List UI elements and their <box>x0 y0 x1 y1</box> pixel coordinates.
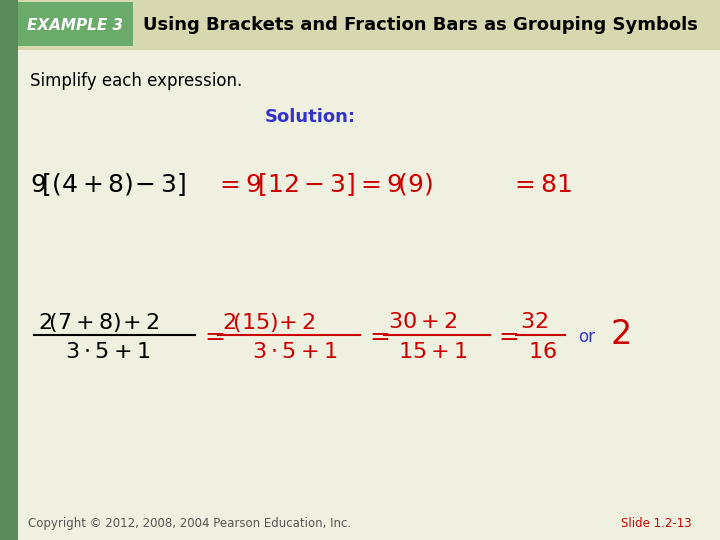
Text: $32$: $32$ <box>520 312 548 332</box>
Text: Slide 1.2-13: Slide 1.2-13 <box>621 517 692 530</box>
Bar <box>0 0 18 540</box>
Bar <box>18 2 133 46</box>
Text: $2\!\left(7+8\right)\!+2$: $2\!\left(7+8\right)\!+2$ <box>38 310 159 334</box>
Text: $=9\!\left[12-3\right]=9\!\left(9\right)$: $=9\!\left[12-3\right]=9\!\left(9\right)… <box>215 172 433 198</box>
Text: $=$: $=$ <box>365 323 390 347</box>
Text: $9\!\left[\left(4+8\right)\!-3\right]$: $9\!\left[\left(4+8\right)\!-3\right]$ <box>30 172 186 198</box>
Text: $3\cdot5+1$: $3\cdot5+1$ <box>252 342 338 362</box>
Text: $=$: $=$ <box>494 323 519 347</box>
Text: $16$: $16$ <box>528 342 557 362</box>
Text: $=$: $=$ <box>200 323 225 347</box>
Text: or: or <box>578 328 595 346</box>
Text: Using Brackets and Fraction Bars as Grouping Symbols: Using Brackets and Fraction Bars as Grou… <box>143 16 698 34</box>
Text: Copyright © 2012, 2008, 2004 Pearson Education, Inc.: Copyright © 2012, 2008, 2004 Pearson Edu… <box>28 517 351 530</box>
Text: $=81$: $=81$ <box>510 173 572 197</box>
Text: Solution:: Solution: <box>265 108 356 126</box>
Text: $2\!\left(15\right)\!+2$: $2\!\left(15\right)\!+2$ <box>222 310 316 334</box>
Text: $30+2$: $30+2$ <box>388 312 457 332</box>
Text: EXAMPLE 3: EXAMPLE 3 <box>27 17 123 32</box>
Text: $15+1$: $15+1$ <box>398 342 468 362</box>
Bar <box>18 0 720 50</box>
Text: $3\cdot5+1$: $3\cdot5+1$ <box>65 342 150 362</box>
Text: Simplify each expression.: Simplify each expression. <box>30 72 242 90</box>
Text: $2$: $2$ <box>610 319 630 352</box>
